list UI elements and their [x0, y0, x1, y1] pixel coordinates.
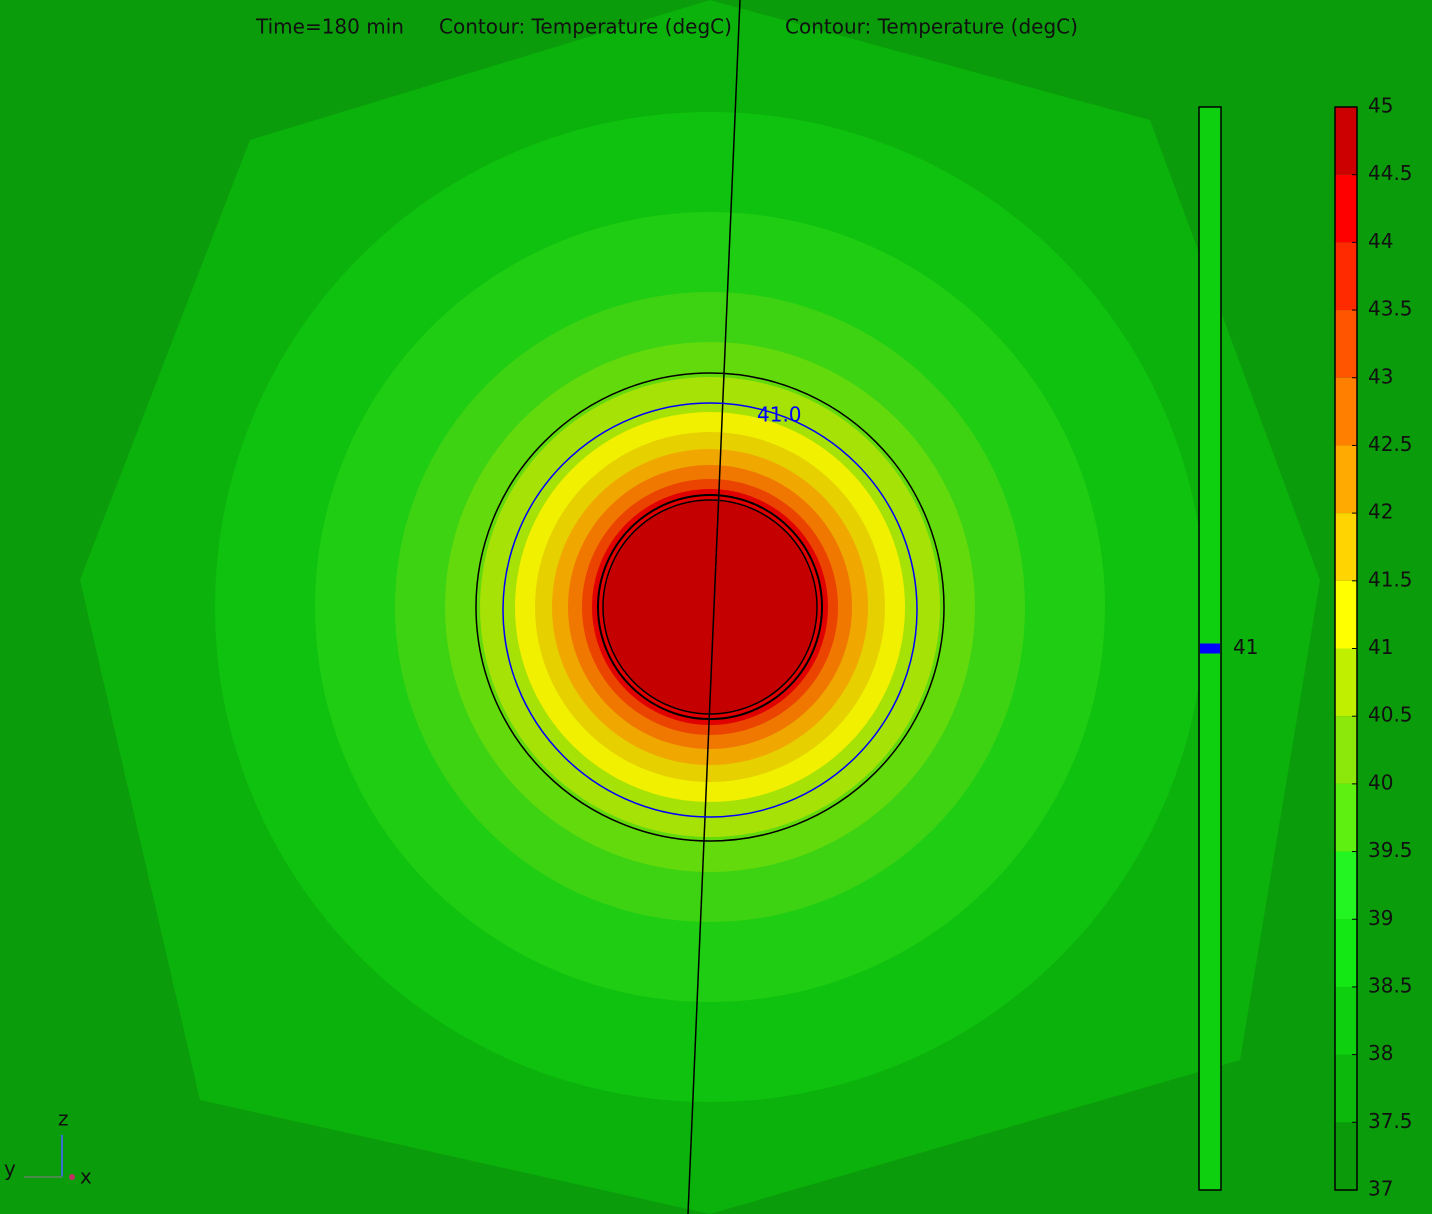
colorbar-tick-label: 40.5: [1368, 703, 1413, 727]
x-label: x: [80, 1165, 92, 1189]
colorbar-band: [1335, 1054, 1357, 1123]
contour-label: 41.0: [757, 403, 802, 427]
colorbar-band: [1335, 242, 1357, 311]
cut-line: [687, 0, 741, 1214]
colorbar-tick-label: 40: [1368, 770, 1393, 794]
boundary-circle: [597, 494, 823, 720]
colorbar-tick-label: 39.5: [1368, 838, 1413, 862]
colorbar-tick-label: 44.5: [1368, 161, 1413, 185]
colorbar-band: [1335, 851, 1357, 920]
colorbar-tick-label: 42: [1368, 500, 1393, 524]
subtitle: Contour: Temperature (degC): [439, 15, 732, 39]
colorbar-tick-label: 44: [1368, 229, 1393, 253]
colorbar-band: [1335, 310, 1357, 378]
colorbar-tick-label: 41: [1368, 635, 1393, 659]
title-row: Time=180 min Contour: Temperature (degC)…: [255, 15, 1078, 39]
contour-line: [502, 402, 918, 818]
colorbar-tick-label: 38.5: [1368, 973, 1413, 997]
field-core: [604, 501, 816, 713]
axis-triad: z y x: [4, 1107, 92, 1189]
colorbar-band: [1335, 107, 1357, 175]
z-label: z: [58, 1107, 69, 1131]
boundary-circle: [475, 372, 945, 842]
title: Time=180 min: [255, 15, 404, 39]
colorbar-band: [1335, 513, 1357, 581]
subtitle: Contour: Temperature (degC): [785, 15, 1078, 39]
colorbar-band: [1335, 648, 1357, 717]
y-label: y: [4, 1157, 16, 1181]
colorbar-tick-label: 42.5: [1368, 432, 1413, 456]
colorbar-band: [1335, 445, 1357, 514]
colorbar-tick-label: 43.5: [1368, 297, 1413, 321]
colorbar-band: [1335, 783, 1357, 852]
colorbar-tick-label: 41.5: [1368, 567, 1413, 591]
colorbar-band: [1335, 919, 1357, 987]
colorbar-band: [1335, 1122, 1357, 1190]
colorbar-band: [1335, 580, 1357, 649]
colorbar-band: [1335, 716, 1357, 784]
colorbar-tick-label: 37.5: [1368, 1109, 1413, 1133]
colorbar-tick-label: 43: [1368, 364, 1393, 388]
colorbar-tick-label: 39: [1368, 906, 1393, 930]
contour-level-label: 41: [1233, 635, 1258, 659]
contour-level-marker: [1200, 643, 1220, 654]
colorbar-band: [1335, 377, 1357, 446]
colorbar-band: [1335, 986, 1357, 1055]
x-axis: [69, 1174, 75, 1180]
colorbar-band: [1335, 174, 1357, 243]
colorbar-tick-label: 45: [1368, 94, 1393, 118]
colorbar-tick-label: 37: [1368, 1177, 1393, 1201]
colorbar-tick-label: 38: [1368, 1041, 1393, 1065]
